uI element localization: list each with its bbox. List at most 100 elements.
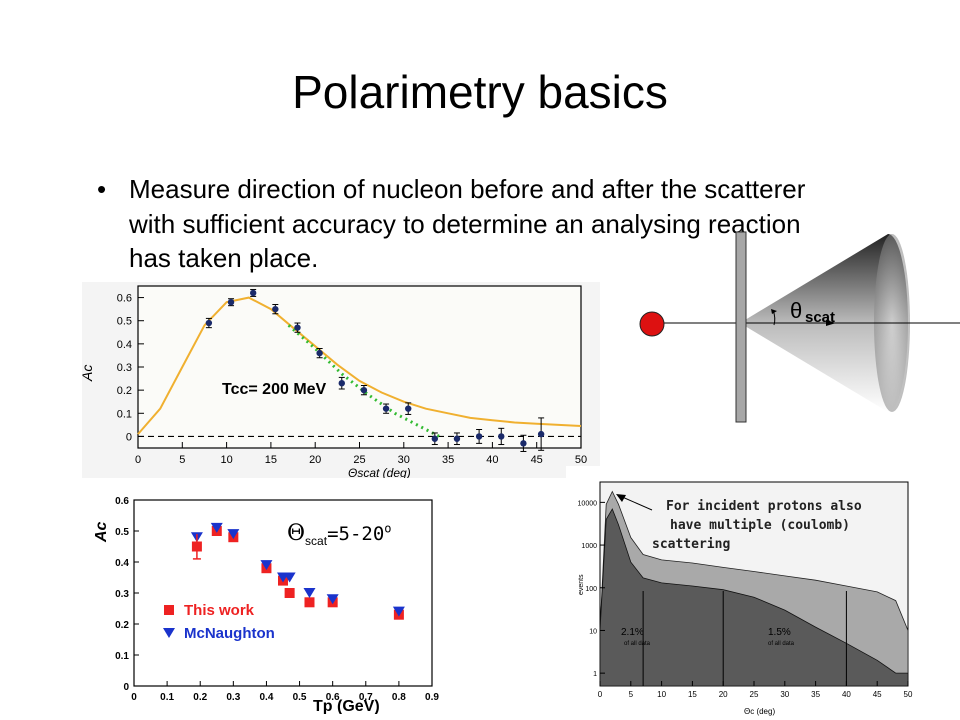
chart2-this-work-point [304, 597, 315, 608]
region1-sub: of all data [624, 641, 651, 647]
chart1-data-point [338, 380, 345, 387]
chart2-plot-frame [133, 499, 433, 687]
chart2-mcnaughton-point [210, 522, 223, 533]
chart1-data-point [272, 305, 279, 313]
range-value: =5-20 [327, 523, 385, 545]
chart3-xlabel: Θc (deg) [744, 707, 775, 716]
range-theta-symbol: Θ [287, 521, 306, 546]
chart2-mcnaughton-point [227, 529, 240, 540]
chart1-dotted-fit [287, 324, 440, 438]
chart1-data-point [205, 319, 213, 327]
chart1-data-point [453, 435, 461, 442]
chart1-ylabel: Ac [82, 365, 95, 382]
legend-this-work-marker [164, 605, 174, 615]
chart1-x-tick-label: 30 [398, 454, 410, 466]
chart3-y-tick-label: 1000 [581, 543, 597, 550]
chart1-fit-curve [137, 296, 582, 435]
chart3-y-tick-label: 10 [589, 628, 597, 635]
scattering-diagram: θ scat [639, 231, 960, 423]
chart1-data-point [294, 324, 301, 331]
chart1-x-tick-label: 25 [353, 454, 365, 466]
region1-value: 2.1% [621, 627, 644, 638]
chart1-y-tick-label: 0 [126, 431, 132, 443]
chart1-x-tick-label: 10 [220, 454, 232, 466]
chart3-x-tick-label: 20 [719, 690, 728, 699]
note-line-1: For incident protons also [666, 499, 862, 514]
events-histogram-chart: 0 5 10 15 20 25 30 35 40 45 50 1 10 100 1000 10000 2.1%… [566, 466, 960, 720]
chart1-x-tick-label: 40 [486, 454, 498, 466]
chart3-y-tick-label: 10000 [578, 500, 598, 507]
chart2-this-work-point [284, 588, 295, 598]
note-line-3: scattering [652, 537, 731, 552]
note-arrow-icon [616, 494, 626, 502]
chart3-x-tick-label: 15 [688, 690, 697, 699]
chart2-mcnaughton-point [392, 606, 405, 617]
chart1-data-point [405, 405, 412, 412]
chart2-ylabel: Ac [93, 521, 110, 543]
chart1-y-tick-label: 0.1 [117, 408, 132, 420]
bullet-text: Measure direction of nucleon before and … [129, 174, 806, 273]
chart2-x-tick-label: 0.3 [226, 692, 240, 703]
chart1-y-tick-label: 0.5 [117, 316, 132, 328]
theta-symbol: θ [790, 298, 802, 323]
chart3-y-tick-label: 1 [593, 671, 597, 678]
legend-this-work-label: This work [184, 602, 255, 619]
chart2-x-tick-label: 0.9 [425, 692, 439, 703]
legend-mcnaughton-marker [163, 628, 175, 638]
chart2-y-tick-label: 0.3 [115, 589, 129, 600]
bullet-marker: • [97, 174, 107, 204]
chart1-data-point [431, 435, 439, 442]
chart3-x-tick-label: 25 [750, 690, 759, 699]
legend-mcnaughton-label: McNaughton [184, 625, 275, 642]
chart1-data-point [360, 386, 368, 394]
chart2-x-tick-label: 0.5 [293, 692, 307, 703]
chart3-x-tick-label: 10 [657, 690, 666, 699]
region2-value: 1.5% [768, 627, 791, 638]
chart2-mcnaughton-point [303, 588, 316, 598]
chart1-data-point [498, 433, 505, 440]
chart2-x-tick-label: 0.8 [392, 692, 406, 703]
chart2-x-tick-label: 0.4 [259, 692, 273, 703]
chart2-y-tick-label: 0.2 [115, 620, 129, 631]
chart3-ylabel: events [578, 574, 585, 595]
chart1-data-point [249, 289, 257, 297]
chart1-y-tick-label: 0.4 [117, 339, 132, 351]
chart1-data-point [475, 433, 483, 440]
chart1-y-tick-label: 0.3 [117, 362, 132, 374]
slide-title: Polarimetry basics [292, 66, 668, 118]
chart1-data-point [227, 299, 235, 306]
chart1-plot-frame [137, 285, 582, 449]
chart3-selected-events-area [599, 508, 909, 687]
chart1-data-point [537, 430, 545, 438]
angle-arc-arrow-icon [771, 309, 777, 314]
coulomb-scattering-note: For incident protons also have multiple … [652, 497, 914, 554]
chart1-x-tick-label: 35 [442, 454, 454, 466]
chart1-x-tick-label: 5 [179, 454, 185, 466]
chart1-y-tick-label: 0.2 [117, 385, 132, 397]
chart1-y-tick-label: 0.6 [117, 293, 132, 305]
chart3-x-tick-label: 40 [842, 690, 851, 699]
range-degree: o [384, 521, 392, 536]
chart2-y-tick-label: 0.1 [115, 651, 129, 662]
chart2-xlabel: Tp (GeV) [313, 698, 380, 714]
chart2-mcnaughton-point [283, 572, 296, 583]
region2-sub: of all data [768, 641, 795, 647]
chart3-x-tick-label: 35 [811, 690, 820, 699]
chart1-data-point [382, 405, 390, 412]
chart1-x-tick-label: 20 [309, 454, 321, 466]
chart3-x-tick-label: 5 [629, 690, 634, 699]
chart3-x-tick-label: 45 [873, 690, 882, 699]
chart2-x-tick-label: 0.6 [326, 692, 340, 703]
chart2-y-tick-label: 0.6 [115, 496, 129, 507]
scattering-angle-range-label: Θscat=5-20o [287, 521, 392, 548]
chart1-annotation: Tcc= 200 MeV [222, 381, 327, 398]
chart2-y-tick-label: 0 [123, 682, 129, 693]
scatterer-plate [735, 231, 747, 423]
chart2-mcnaughton-point [326, 594, 339, 605]
incident-nucleon-ball [639, 311, 665, 337]
analysing-power-angle-chart: 0 5 10 15 20 25 30 35 40 45 5000.10.20.30.40.50.6 … [82, 282, 600, 478]
chart1-data-point [520, 440, 527, 447]
beam-arrow-icon [826, 320, 836, 326]
analysing-power-energy-chart: 0 0.1 0.2 0.3 0.4 0.5 0.6 0.7 0.8 0.9 0 0.1 0.2 0.3 0.… [93, 496, 439, 714]
chart2-x-tick-label: 0.2 [193, 692, 207, 703]
